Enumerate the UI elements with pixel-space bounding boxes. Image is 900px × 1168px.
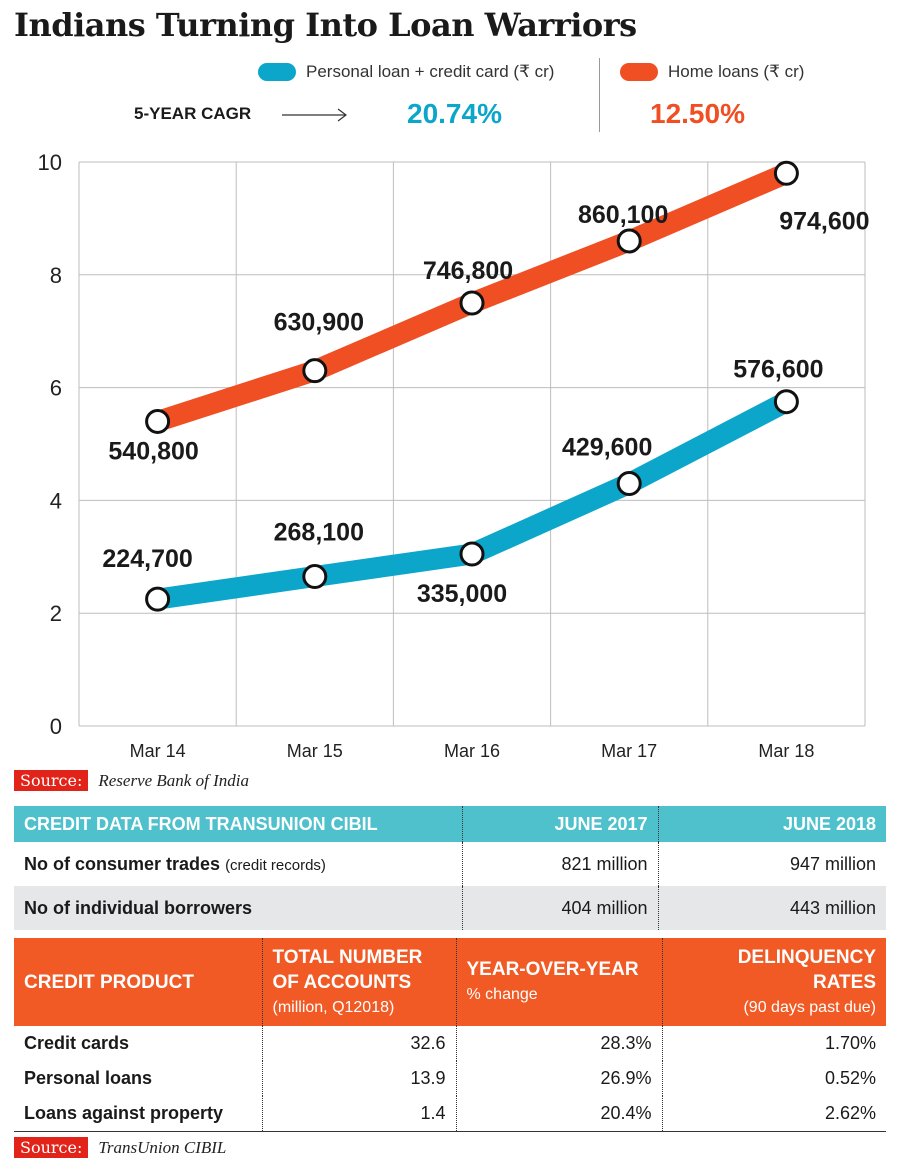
y-tick-label: 0	[50, 714, 62, 739]
credit-products-table: CREDIT PRODUCT TOTAL NUMBER OF ACCOUNTS …	[14, 938, 886, 1132]
product-delinquency: 0.52%	[661, 1061, 886, 1096]
x-tick-label: Mar 18	[758, 741, 814, 761]
line-chart: 0 2 4 6 8 10 Mar 14 Mar 15 Mar 16 Mar 17 Mar 18 540…	[38, 150, 870, 761]
legend-personal: Personal loan + credit card (₹ cr)	[258, 62, 554, 82]
data-point	[773, 160, 799, 186]
row-label: No of consumer trades (credit records)	[24, 853, 326, 874]
data-label: 746,800	[423, 257, 513, 285]
product-yoy: 20.4%	[455, 1096, 662, 1132]
table-row: Credit cards 32.6 28.3% 1.70%	[14, 1026, 886, 1061]
data-label: 576,600	[733, 356, 823, 384]
product-delinquency: 2.62%	[661, 1096, 886, 1132]
x-tick-label: Mar 15	[287, 741, 343, 761]
y-tick-label: 10	[38, 150, 62, 175]
product-delinquency: 1.70%	[661, 1026, 886, 1061]
table-row: Loans against property 1.4 20.4% 2.62%	[14, 1096, 886, 1132]
source-rbi: Source: Reserve Bank of India	[14, 770, 249, 791]
legend-divider	[599, 58, 600, 132]
table-row: No of individual borrowers 404 million 4…	[14, 886, 886, 930]
cibil-header-2018: JUNE 2018	[657, 806, 886, 842]
header-delinquency: DELINQUENCY RATES (90 days past due)	[661, 938, 886, 1026]
x-tick-label: Mar 16	[444, 741, 500, 761]
cibil-table: CREDIT DATA FROM TRANSUNION CIBIL JUNE 2…	[14, 806, 886, 930]
page-title: Indians Turning Into Loan Warriors	[14, 6, 637, 44]
x-tick-label: Mar 14	[130, 741, 186, 761]
table-row: No of consumer trades (credit records) 8…	[14, 842, 886, 886]
table-row: Personal loans 13.9 26.9% 0.52%	[14, 1061, 886, 1096]
y-tick-label: 8	[50, 263, 62, 288]
cagr-label: 5-YEAR CAGR	[134, 104, 252, 123]
data-label: 630,900	[274, 309, 364, 337]
legend-home: Home loans (₹ cr)	[620, 62, 804, 82]
product-accounts: 13.9	[261, 1061, 456, 1096]
data-label: 335,000	[417, 580, 507, 608]
source-cibil: Source: TransUnion CIBIL	[14, 1137, 226, 1158]
data-point	[145, 408, 171, 434]
product-name: Loans against property	[14, 1096, 262, 1132]
product-yoy: 28.3%	[455, 1026, 662, 1061]
arrow-right-icon	[282, 108, 347, 122]
product-accounts: 1.4	[261, 1096, 456, 1132]
product-accounts: 32.6	[261, 1026, 456, 1061]
data-point	[773, 389, 799, 415]
source-tag: Source:	[14, 1137, 89, 1158]
data-point	[459, 290, 485, 316]
cibil-header-row: CREDIT DATA FROM TRANSUNION CIBIL JUNE 2…	[14, 806, 886, 842]
legend-swatch-home	[620, 63, 658, 81]
data-label: 860,100	[578, 201, 668, 229]
cagr-home-value: 12.50%	[650, 98, 745, 129]
header-credit-product: CREDIT PRODUCT	[14, 938, 262, 1026]
source-text: TransUnion CIBIL	[98, 1137, 227, 1157]
row-value-2017: 821 million	[461, 842, 658, 886]
source-tag: Source:	[14, 770, 89, 791]
product-name: Credit cards	[24, 1033, 130, 1053]
products-header-row: CREDIT PRODUCT TOTAL NUMBER OF ACCOUNTS …	[14, 938, 886, 1026]
data-point	[302, 358, 328, 384]
data-label: 224,700	[102, 545, 192, 573]
data-point	[145, 586, 171, 612]
y-tick-label: 6	[50, 376, 62, 401]
source-text: Reserve Bank of India	[98, 770, 249, 790]
x-tick-label: Mar 17	[601, 741, 657, 761]
row-value-2018: 443 million	[657, 886, 886, 930]
data-label: 429,600	[562, 433, 652, 461]
y-tick-label: 2	[50, 601, 62, 626]
data-label: 540,800	[108, 437, 198, 465]
header-yoy: YEAR-OVER-YEAR % change	[455, 938, 662, 1026]
legend-label-personal: Personal loan + credit card (₹ cr)	[306, 62, 555, 81]
legend-label-home: Home loans (₹ cr)	[668, 62, 805, 81]
y-tick-label: 4	[50, 488, 62, 513]
data-label: 974,600	[779, 207, 869, 235]
header-total-accounts: TOTAL NUMBER OF ACCOUNTS (million, Q1201…	[261, 938, 456, 1026]
cagr-personal-value: 20.74%	[407, 98, 502, 129]
row-value-2018: 947 million	[657, 842, 886, 886]
data-point	[616, 470, 642, 496]
data-point	[302, 564, 328, 590]
row-label: No of individual borrowers	[14, 886, 462, 930]
data-point	[459, 541, 485, 567]
data-point	[616, 228, 642, 254]
row-value-2017: 404 million	[461, 886, 658, 930]
cibil-header-title: CREDIT DATA FROM TRANSUNION CIBIL	[14, 806, 462, 842]
cibil-header-2017: JUNE 2017	[461, 806, 658, 842]
legend-swatch-personal	[258, 63, 296, 81]
product-name: Personal loans	[24, 1068, 153, 1088]
data-label: 268,100	[274, 519, 364, 547]
product-yoy: 26.9%	[455, 1061, 662, 1096]
